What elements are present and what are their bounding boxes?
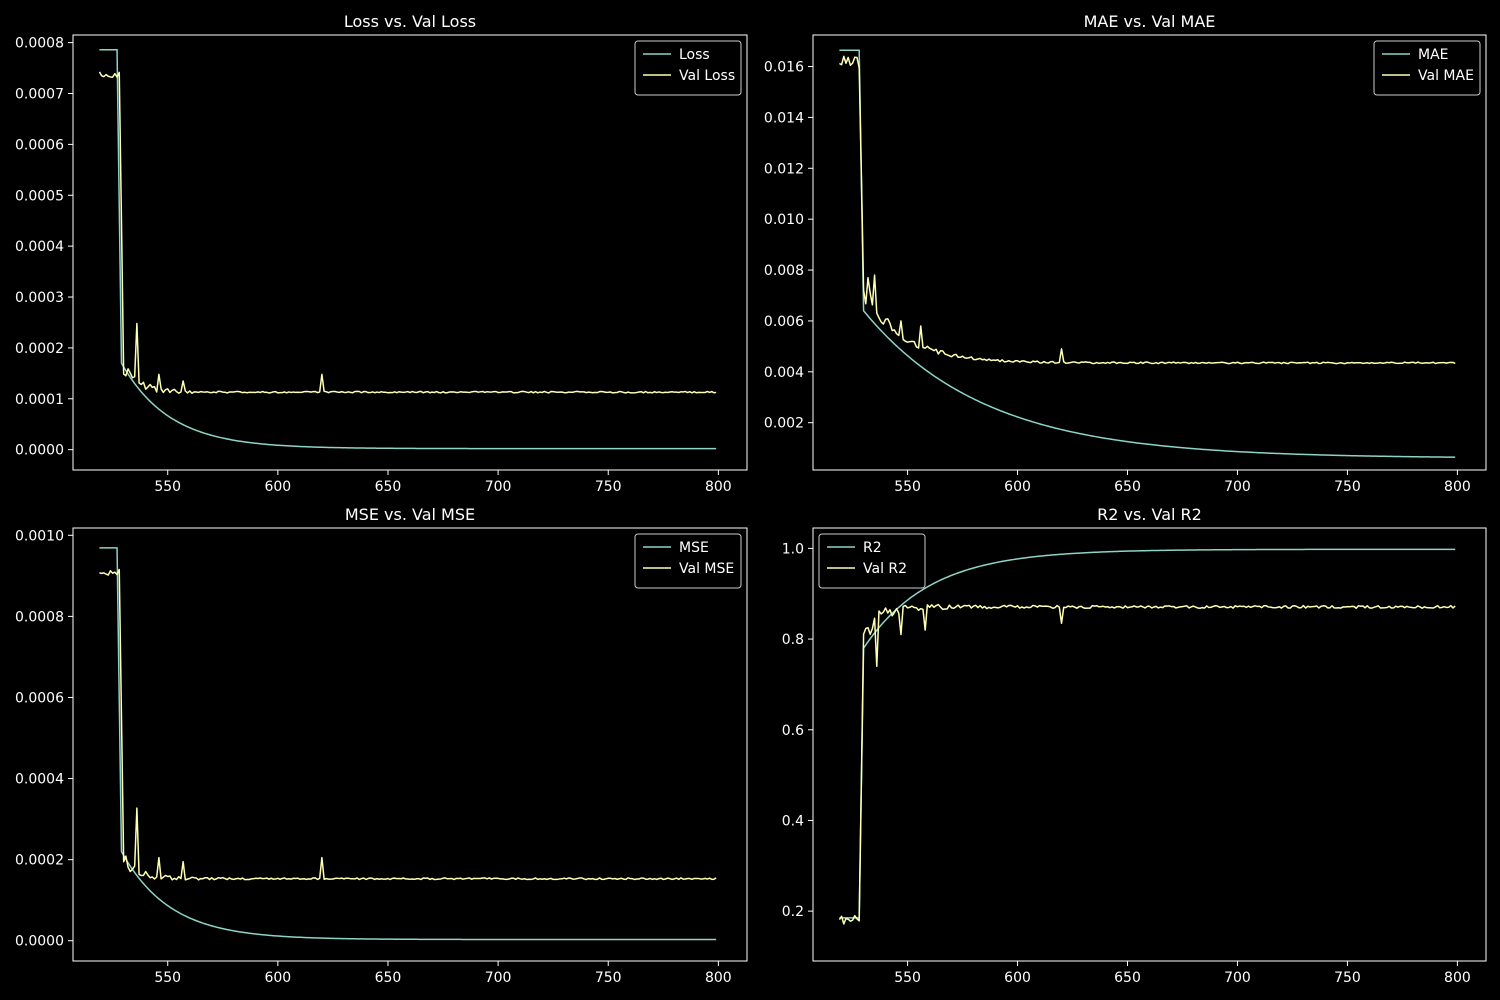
x-tick-label: 800 xyxy=(705,479,732,495)
x-tick-label: 800 xyxy=(1444,479,1471,495)
y-tick-label: 1.0 xyxy=(782,541,804,557)
y-tick-label: 0.0002 xyxy=(15,853,64,869)
subplot-1: Loss vs. Val Loss 550 600 650 700 750 800 0.000… xyxy=(15,12,748,495)
legend-label: Loss xyxy=(679,47,710,63)
y-tick-label: 0.0003 xyxy=(15,290,64,306)
y-tick-label: 0.0008 xyxy=(15,36,64,52)
y-tick-label: 0.0006 xyxy=(15,137,64,153)
x-tick-label: 750 xyxy=(1334,479,1361,495)
y-tick-label: 0.2 xyxy=(782,904,804,920)
x-tick-label: 550 xyxy=(894,479,921,495)
axes-frame xyxy=(812,34,1487,471)
y-tick-label: 0.012 xyxy=(764,161,804,177)
subplot-title: MSE vs. Val MSE xyxy=(345,505,475,524)
subplot-2: MAE vs. Val MAE 550 600 650 700 750 800 0.002 0.… xyxy=(764,12,1487,495)
series-line-val-mse xyxy=(99,568,717,881)
x-tick-label: 650 xyxy=(375,970,402,986)
legend: MSE Val MSE xyxy=(634,533,742,589)
y-tick-label: 0.0002 xyxy=(15,341,64,357)
legend: Loss Val Loss xyxy=(634,40,742,96)
legend-label: R2 xyxy=(863,540,882,556)
series-line-val-r2 xyxy=(838,603,1456,925)
x-tick-label: 650 xyxy=(375,479,402,495)
x-tick-label: 600 xyxy=(264,479,291,495)
y-tick-label: 0.002 xyxy=(764,416,804,432)
y-tick-label: 0.6 xyxy=(782,723,804,739)
series-line-mse xyxy=(99,547,717,941)
x-tick-label: 800 xyxy=(1444,970,1471,986)
legend: R2 Val R2 xyxy=(818,533,926,589)
y-tick-label: 0.014 xyxy=(764,110,804,126)
subplot-4: R2 vs. Val R2 550 600 650 700 750 800 0.2 0.4 0.6… xyxy=(782,505,1487,986)
y-tick-label: 0.0005 xyxy=(15,188,64,204)
y-tick-label: 0.0000 xyxy=(15,443,64,459)
y-tick-label: 0.0001 xyxy=(15,392,64,408)
x-tick-label: 600 xyxy=(1004,479,1031,495)
x-tick-label: 550 xyxy=(154,479,181,495)
y-tick-label: 0.0004 xyxy=(15,772,64,788)
legend: MAE Val MAE xyxy=(1373,40,1481,96)
x-tick-label: 750 xyxy=(595,970,622,986)
y-tick-label: 0.0006 xyxy=(15,690,64,706)
y-tick-label: 0.8 xyxy=(782,632,804,648)
x-tick-label: 750 xyxy=(1334,970,1361,986)
legend-label: MAE xyxy=(1418,47,1449,63)
y-tick-label: 0.004 xyxy=(764,365,804,381)
y-tick-label: 0.010 xyxy=(764,212,804,228)
subplot-title: Loss vs. Val Loss xyxy=(344,12,476,31)
legend-label: Val MAE xyxy=(1418,68,1474,84)
series-line-val-mae xyxy=(839,55,1456,365)
legend-label: MSE xyxy=(679,540,709,556)
axes-frame xyxy=(72,34,748,471)
series-line-loss xyxy=(99,49,717,450)
series-line-mae xyxy=(839,49,1456,458)
x-tick-label: 800 xyxy=(705,970,732,986)
legend-label: Val Loss xyxy=(679,68,735,84)
y-tick-label: 0.0000 xyxy=(15,934,64,950)
subplot-title: MAE vs. Val MAE xyxy=(1084,12,1216,31)
x-tick-label: 700 xyxy=(1224,970,1251,986)
y-tick-label: 0.016 xyxy=(764,60,804,76)
x-tick-label: 600 xyxy=(264,970,291,986)
x-tick-label: 600 xyxy=(1004,970,1031,986)
x-tick-label: 550 xyxy=(894,970,921,986)
x-tick-label: 700 xyxy=(485,970,512,986)
y-tick-label: 0.008 xyxy=(764,263,804,279)
y-tick-label: 0.0007 xyxy=(15,87,64,103)
axes-frame xyxy=(72,527,748,962)
y-tick-label: 0.0008 xyxy=(15,609,64,625)
legend-label: Val R2 xyxy=(863,561,907,577)
x-tick-label: 650 xyxy=(1114,479,1141,495)
y-tick-label: 0.0010 xyxy=(15,528,64,544)
subplot-3: MSE vs. Val MSE 550 600 650 700 750 800 0.0000 0… xyxy=(15,505,748,986)
series-line-val-loss xyxy=(98,71,717,395)
y-tick-label: 0.4 xyxy=(782,813,804,829)
x-tick-label: 700 xyxy=(485,479,512,495)
y-tick-label: 0.0004 xyxy=(15,239,64,255)
x-tick-label: 700 xyxy=(1224,479,1251,495)
y-tick-label: 0.006 xyxy=(764,314,804,330)
legend-label: Val MSE xyxy=(679,561,734,577)
subplot-title: R2 vs. Val R2 xyxy=(1097,505,1202,524)
x-tick-label: 750 xyxy=(595,479,622,495)
series-line-r2 xyxy=(839,548,1456,919)
x-tick-label: 650 xyxy=(1114,970,1141,986)
axes-frame xyxy=(812,527,1487,962)
x-tick-label: 550 xyxy=(154,970,181,986)
